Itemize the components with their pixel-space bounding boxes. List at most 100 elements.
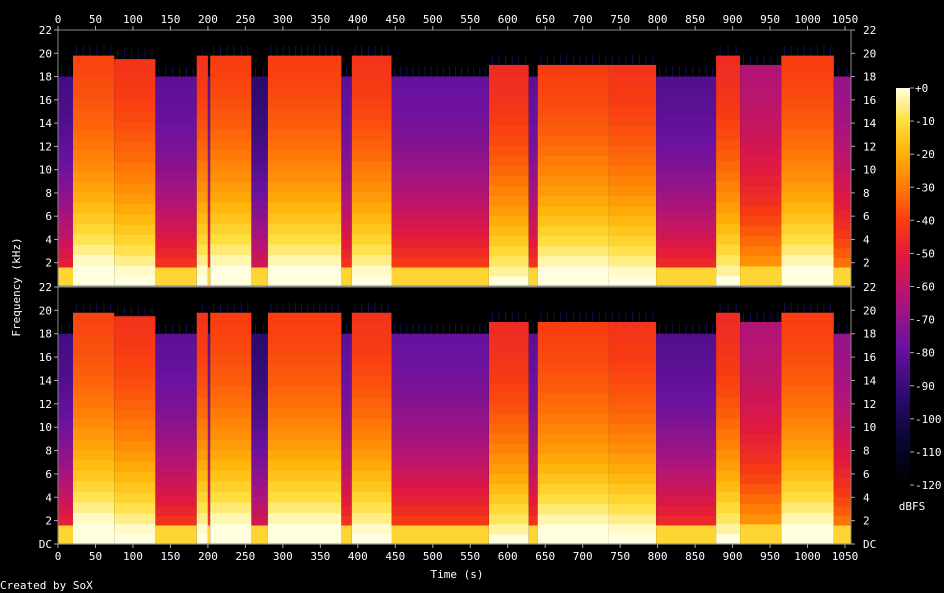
spectrum-band xyxy=(781,181,834,193)
spectrum-band xyxy=(73,118,115,130)
spectrum-band xyxy=(716,108,741,120)
spectrum-band xyxy=(537,255,609,267)
spectrum-band xyxy=(391,467,489,478)
spectrum-band xyxy=(251,105,268,116)
colorbar-tick-label: -50 xyxy=(915,247,935,260)
spectrum-band xyxy=(267,66,342,78)
spectrum-band xyxy=(528,448,538,459)
spectrum-band xyxy=(210,523,252,535)
spectrum-band xyxy=(267,386,342,398)
y-tick-label: 6 xyxy=(863,468,870,481)
y-tick-label: 14 xyxy=(863,374,877,387)
spectrum-band xyxy=(207,419,211,430)
spectrum-band xyxy=(207,219,211,230)
spectrum-band xyxy=(210,386,252,398)
spectrum-band xyxy=(155,257,197,268)
spectrum-band xyxy=(251,419,268,430)
spectrum-band xyxy=(114,59,156,70)
spectrum-band xyxy=(391,200,489,211)
spectrum-band xyxy=(351,108,392,120)
spectrum-band xyxy=(114,316,156,328)
spectrum-band xyxy=(73,396,115,408)
x-tick-label: 500 xyxy=(423,13,443,26)
spectrum-band xyxy=(341,181,352,192)
spectrum-band xyxy=(207,515,211,526)
spectrum-band xyxy=(489,422,529,434)
spectrum-band xyxy=(73,191,115,203)
spectrum-band xyxy=(155,152,197,163)
spectrum-band xyxy=(155,238,197,249)
spectrum-band xyxy=(251,143,268,154)
spectrum-band xyxy=(341,152,352,163)
spectrum-band xyxy=(251,429,268,440)
spectrum-band xyxy=(656,238,717,249)
spectrum-band xyxy=(341,219,352,230)
spectrum-band xyxy=(489,513,529,525)
spectrum-band xyxy=(58,133,73,144)
spectrum-band xyxy=(608,155,657,166)
spectrum-band xyxy=(155,505,197,516)
x-tick-label: 450 xyxy=(385,550,405,563)
spectrum-band xyxy=(210,501,252,513)
spectrum-band xyxy=(528,228,538,239)
spectrum-band xyxy=(114,79,156,91)
x-tick-label: 1050 xyxy=(832,13,859,26)
spectrum-band xyxy=(528,496,538,507)
spectrum-band xyxy=(155,458,197,469)
x-tick-label: 700 xyxy=(573,550,593,563)
spectrum-band xyxy=(608,342,657,353)
spectrum-band xyxy=(716,66,741,78)
spectrum-band xyxy=(537,245,609,257)
spectrum-band xyxy=(391,152,489,163)
spectrum-band xyxy=(391,95,489,106)
spectrum-band xyxy=(351,265,392,277)
x-tick-label: 450 xyxy=(385,13,405,26)
spectrum-band xyxy=(528,362,538,373)
spectrum-band xyxy=(114,471,156,483)
spectrum-band xyxy=(391,458,489,469)
spectrum-band xyxy=(781,365,834,377)
spectrum-band xyxy=(716,470,741,482)
spectrum-band xyxy=(537,105,609,116)
spectrum-band xyxy=(716,333,741,345)
spectrum-band xyxy=(528,505,538,516)
spectrum-band xyxy=(114,162,156,174)
spectrum-band xyxy=(528,391,538,402)
spectrum-band xyxy=(656,515,717,526)
spectrum-band xyxy=(489,382,529,394)
y-tick-label: 22 xyxy=(39,281,52,294)
spectrum-band xyxy=(781,66,834,78)
x-tick-label: 550 xyxy=(460,550,480,563)
spectrum-band xyxy=(740,75,782,86)
spectrum-band xyxy=(114,388,156,400)
spectrum-band xyxy=(114,275,156,287)
spectrum-band xyxy=(489,95,529,106)
spectrum-band xyxy=(716,118,741,130)
spectrum-band xyxy=(781,191,834,203)
spectrum-band xyxy=(73,108,115,120)
colorbar-tick-label: -90 xyxy=(915,380,935,393)
spectrum-band xyxy=(210,407,252,419)
spectrum-band xyxy=(341,419,352,430)
spectrum-band xyxy=(210,449,252,461)
segment-ch1-18 xyxy=(716,45,741,287)
spectrum-band xyxy=(391,515,489,526)
spectrum-band xyxy=(391,181,489,192)
spectrum-band xyxy=(73,139,115,151)
spectrum-band xyxy=(716,375,741,387)
spectrum-band xyxy=(833,372,851,383)
spectrum-band xyxy=(833,238,851,249)
spectrum-band xyxy=(351,375,392,387)
spectrum-band xyxy=(656,143,717,154)
spectrum-band xyxy=(58,429,73,440)
spectrum-band xyxy=(58,181,73,192)
spectrum-band xyxy=(73,212,115,224)
spectrum-band xyxy=(351,480,392,492)
spectrum-band xyxy=(537,372,609,384)
spectrum-band xyxy=(251,152,268,163)
spectrum-band xyxy=(341,486,352,497)
spectrum-band xyxy=(656,133,717,144)
spectrum-band xyxy=(537,95,609,106)
spectrum-band xyxy=(155,381,197,392)
spectrum-band xyxy=(716,212,741,224)
